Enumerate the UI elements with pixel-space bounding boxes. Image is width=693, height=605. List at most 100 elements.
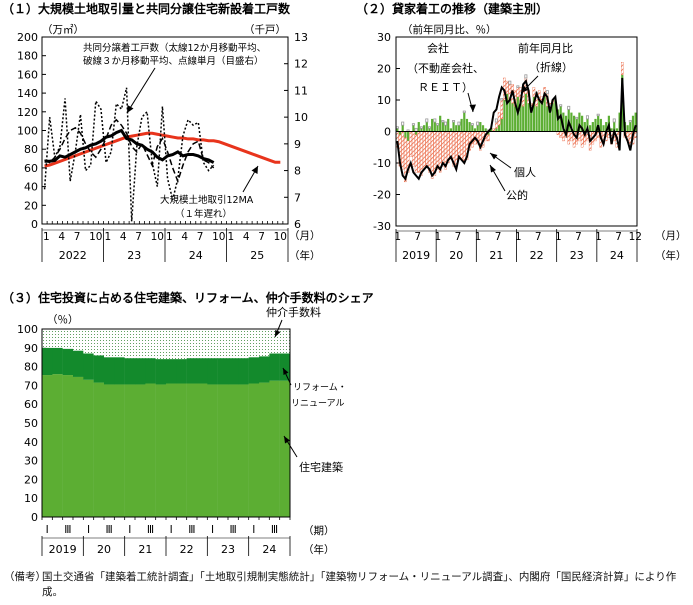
quarter-label: Ⅲ <box>106 524 113 536</box>
reform-bar <box>166 359 177 384</box>
footnote-label: （備考） <box>4 571 46 583</box>
x-tick-label: 10 <box>212 231 225 243</box>
y-tick-label: 40 <box>24 436 38 449</box>
panel-2-year-unit: （年） <box>655 249 687 262</box>
company-bar <box>481 125 485 132</box>
construction-bar <box>93 382 105 517</box>
construction-bar <box>228 384 239 517</box>
total-yoy-line <box>396 77 637 181</box>
panel-2-company-arrowhead <box>469 104 476 112</box>
right-tick-label: 13 <box>294 31 308 44</box>
panel-3-period-unit: （期） <box>303 525 335 537</box>
company-bar <box>441 122 444 132</box>
panel-1-left-unit: （万㎡） <box>42 24 84 36</box>
reform-bar <box>135 358 146 385</box>
company-bar <box>514 106 517 132</box>
brokerage-bar <box>73 329 84 351</box>
brokerage-bar <box>269 329 280 354</box>
public-bar <box>494 118 498 123</box>
individual-bar <box>562 131 565 142</box>
company-bar <box>524 93 527 132</box>
reform-bar <box>114 357 125 385</box>
company-bar <box>522 106 525 132</box>
panel-2-month-unit: （月） <box>655 230 687 242</box>
x-tick-label: 7 <box>535 231 542 243</box>
reform-bar <box>52 347 63 375</box>
reform-bar <box>155 359 167 385</box>
public-bar <box>441 120 445 123</box>
left-tick-label: 40 <box>24 181 38 194</box>
panel-1-land-annotation-2: （１年遅れ） <box>175 208 232 220</box>
construction-bar <box>62 375 74 517</box>
y-tick-label: -10 <box>373 157 391 170</box>
starts-monthly-line <box>43 87 215 222</box>
reform-bar <box>124 358 136 385</box>
panel-1-month-unit: （月） <box>289 230 321 242</box>
public-bar <box>575 116 579 120</box>
year-label: 23 <box>570 249 584 262</box>
quarter-label: Ⅲ <box>271 524 278 536</box>
right-tick-label: 6 <box>294 218 301 231</box>
construction-bar <box>52 374 63 517</box>
panel-2-company-sub-2: ＲＥＩＴ） <box>418 81 473 94</box>
construction-bar <box>217 384 229 517</box>
y-tick-label: 70 <box>24 379 38 392</box>
construction-bar <box>279 380 291 517</box>
public-bar <box>612 118 616 123</box>
company-bar <box>487 131 490 135</box>
company-bar <box>444 125 447 132</box>
quarter-label: Ⅲ <box>64 524 71 536</box>
construction-bar <box>155 384 167 517</box>
public-bar <box>559 104 563 107</box>
company-bar <box>465 118 469 132</box>
left-tick-label: 20 <box>24 199 38 212</box>
brokerage-bar <box>166 329 177 360</box>
left-tick-label: 200 <box>17 31 38 44</box>
right-tick-label: 7 <box>294 191 301 204</box>
individual-bar <box>463 131 466 164</box>
individual-bar <box>570 131 573 142</box>
brokerage-bar <box>93 329 105 356</box>
company-bar <box>436 125 439 132</box>
public-bar <box>436 123 440 126</box>
left-tick-label: 140 <box>17 87 38 100</box>
x-tick-label: 4 <box>181 231 188 243</box>
y-tick-label: 90 <box>24 342 38 355</box>
x-tick-label: 1 <box>475 231 482 243</box>
reform-bar <box>259 356 270 383</box>
individual-bar <box>409 131 412 157</box>
company-bar <box>404 131 407 138</box>
construction-bar <box>42 375 53 517</box>
company-bar <box>543 96 546 132</box>
x-tick-label: 10 <box>274 231 287 243</box>
company-bar <box>506 93 509 132</box>
panel-2-company-sub-1: （不動産会社、 <box>407 61 484 75</box>
y-tick-label: -20 <box>373 189 391 202</box>
company-bar <box>605 122 608 132</box>
brokerage-bar <box>155 329 167 360</box>
reform-bar <box>279 353 291 381</box>
company-bar <box>460 118 463 132</box>
year-label: 25 <box>250 249 264 262</box>
y-tick-label: 80 <box>24 361 38 374</box>
y-tick-label: 10 <box>377 94 391 107</box>
panel-2-individual-arrowhead <box>490 153 498 160</box>
year-label: 21 <box>138 543 152 556</box>
panel-2-public-label: 公的 <box>506 188 528 202</box>
company-bar <box>610 128 613 132</box>
footnote-text: 国土交通省「建築着工統計調査」「土地取引規制実態統計」「建築物リフォーム・リニュ… <box>42 571 677 598</box>
year-label: 24 <box>262 543 276 556</box>
company-bar <box>452 122 455 132</box>
brokerage-bar <box>248 329 260 358</box>
individual-bar <box>497 112 501 126</box>
right-tick-label: 8 <box>294 165 301 178</box>
brokerage-bar <box>238 329 249 359</box>
panel-3-plot: 0 10 20 30 40 50 60 70 80 90 100 Ⅰ Ⅲ Ⅰ Ⅲ Ⅰ Ⅲ Ⅰ Ⅲ Ⅰ Ⅲ Ⅰ Ⅲ 2019 20… <box>17 323 291 556</box>
x-tick-label: 7 <box>197 231 204 243</box>
panel-1-title: （１）大規模土地取引量と共同分譲住宅新設着工戸数 <box>2 1 291 16</box>
company-bar <box>500 118 503 132</box>
construction-bar <box>259 382 270 517</box>
company-bar <box>530 109 533 132</box>
construction-bar <box>135 384 146 517</box>
company-bar <box>495 128 498 132</box>
